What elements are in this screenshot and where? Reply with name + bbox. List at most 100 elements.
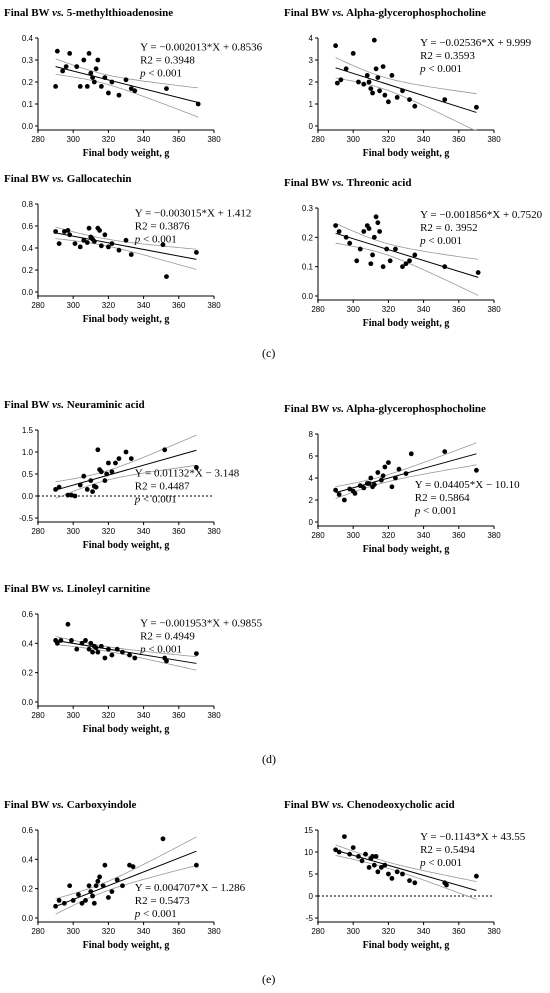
y-tick-label: 0 (309, 892, 314, 901)
chart-carboxyindole: Final BW vs. Carboxyindole 0.0 0.2 0.4 0.6 28… (2, 794, 262, 954)
x-tick-label: 360 (172, 927, 186, 936)
p-value: p < 0.001 (414, 505, 457, 517)
data-point (123, 77, 129, 83)
data-point (382, 862, 388, 868)
y-tick-label: 0.4 (22, 34, 34, 43)
data-point (370, 854, 375, 859)
x-tick-label: 320 (382, 305, 396, 314)
data-point (350, 488, 356, 494)
x-tick-label: 340 (417, 927, 431, 936)
x-tick-label: 300 (347, 135, 361, 144)
p-value: p < 0.001 (134, 908, 177, 920)
confidence-band-lower (335, 242, 479, 296)
data-point (127, 652, 132, 658)
data-point (474, 873, 479, 879)
x-tick-label: 320 (102, 301, 116, 310)
x-tick-label: 360 (172, 711, 186, 720)
x-tick-label: 280 (311, 305, 325, 314)
y-tick-label: 1.5 (22, 426, 34, 435)
data-point (100, 883, 106, 889)
data-point (394, 95, 400, 100)
data-point (361, 229, 367, 234)
data-point (81, 473, 87, 479)
data-point (363, 851, 368, 857)
data-point (74, 64, 80, 69)
y-tick-label: 0.1 (22, 100, 34, 109)
data-point (88, 889, 94, 894)
data-point (98, 643, 104, 649)
y-tick-label: 0.0 (22, 914, 34, 923)
data-point (194, 862, 199, 868)
confidence-band-lower (55, 865, 197, 915)
data-point (128, 456, 134, 461)
data-point (90, 489, 95, 494)
x-tick-label: 360 (452, 135, 466, 144)
data-point (67, 51, 73, 56)
data-point (334, 80, 340, 86)
data-point (97, 228, 102, 233)
x-tick-label: 320 (102, 927, 116, 936)
data-point (95, 57, 101, 63)
y-tick-label: 3 (309, 56, 314, 65)
data-point (95, 649, 101, 655)
data-point (386, 460, 391, 465)
data-point (77, 244, 83, 250)
data-point (77, 84, 83, 89)
y-tick-label: -5 (306, 914, 314, 923)
data-point (194, 465, 199, 470)
data-point (128, 252, 134, 257)
data-point (65, 228, 71, 233)
y-tick-label: 0 (309, 518, 314, 527)
data-point (373, 214, 379, 220)
data-point (91, 900, 97, 906)
regression-equation: Y = −0.002013*X + 0.8536 (140, 41, 263, 53)
data-point (95, 878, 101, 884)
p-value: p < 0.001 (139, 67, 182, 79)
data-point (67, 883, 73, 889)
regression-equation: Y = −0.003015*X + 1.412 (135, 207, 252, 219)
y-tick-label: 0.4 (22, 855, 34, 864)
data-point (194, 250, 199, 255)
r-squared: R2 = 0.4949 (140, 630, 195, 642)
data-point (106, 460, 111, 466)
data-point (350, 845, 356, 850)
regression-line (55, 640, 197, 664)
y-tick-label: 0.6 (22, 826, 34, 835)
confidence-band-lower (55, 74, 199, 118)
regression-equation: Y = 0.04405*X − 10.10 (415, 479, 520, 491)
data-point (53, 229, 58, 234)
data-point (343, 234, 349, 240)
data-point (123, 237, 129, 243)
data-point (442, 97, 448, 102)
confidence-band-lower (335, 855, 477, 900)
data-point (56, 241, 62, 246)
x-tick-label: 380 (487, 135, 501, 144)
p-value: p < 0.001 (134, 494, 177, 506)
r-squared: R2 = 0.3593 (420, 50, 475, 62)
data-point (403, 261, 409, 267)
data-point (333, 847, 338, 853)
data-point (389, 876, 395, 881)
y-tick-label: 0.0 (22, 122, 34, 131)
regression-line (55, 232, 197, 260)
data-point (195, 101, 201, 107)
p-value: p < 0.001 (419, 857, 462, 869)
y-tick-label: 2 (309, 496, 314, 505)
data-point (102, 232, 108, 238)
data-point (95, 447, 101, 453)
x-tick-label: 380 (487, 305, 501, 314)
y-tick-label: 0 (309, 122, 314, 131)
x-tick-label: 380 (487, 531, 501, 540)
x-tick-label: 380 (207, 927, 221, 936)
regression-line (55, 850, 197, 907)
x-tick-label: 280 (31, 301, 45, 310)
regression-line (335, 232, 479, 278)
data-point (366, 865, 372, 870)
regression-equation: Y = 0.004707*X − 1.286 (135, 882, 246, 894)
regression-line (55, 66, 199, 103)
data-point (412, 252, 418, 258)
data-point (361, 81, 367, 87)
confidence-band-upper (55, 836, 197, 899)
data-point (63, 64, 69, 69)
data-point (354, 258, 360, 264)
